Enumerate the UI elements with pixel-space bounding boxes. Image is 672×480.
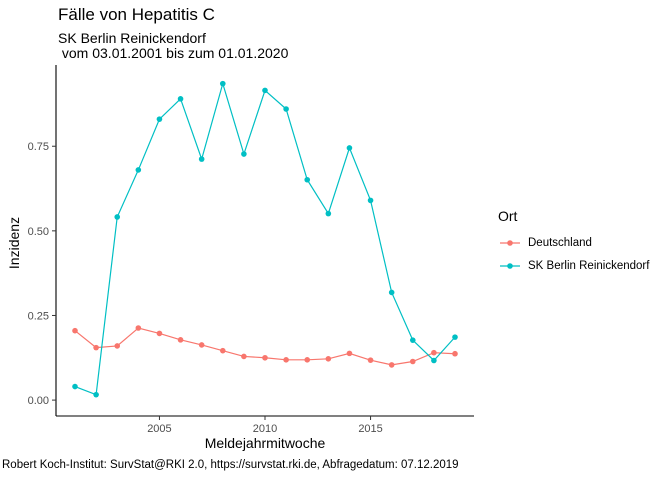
data-point-sk-berlin-reinickendorf xyxy=(177,96,184,102)
data-point-deutschland xyxy=(156,330,163,337)
x-tick-label: 2015 xyxy=(358,423,382,435)
legend-label-deutschland: Deutschland xyxy=(528,237,592,249)
data-point-deutschland xyxy=(304,357,311,363)
data-point-sk-berlin-reinickendorf xyxy=(388,289,395,296)
data-point-deutschland xyxy=(198,342,205,348)
data-point-deutschland xyxy=(72,327,78,334)
data-point-deutschland xyxy=(114,343,121,349)
legend-key-deutschland xyxy=(500,240,520,246)
y-tick-label: 0.50 xyxy=(28,226,49,238)
data-point-sk-berlin-reinickendorf xyxy=(114,214,121,220)
y-tick-label: 0.00 xyxy=(28,395,49,407)
data-point-sk-berlin-reinickendorf xyxy=(262,87,268,94)
data-point-sk-berlin-reinickendorf xyxy=(325,210,332,217)
data-point-sk-berlin-reinickendorf xyxy=(409,337,416,343)
x-tick-label: 2005 xyxy=(147,423,171,435)
legend-title: Ort xyxy=(498,208,518,224)
chart-caption: Robert Koch-Institut: SurvStat@RKI 2.0, … xyxy=(2,459,459,471)
data-point-deutschland xyxy=(177,337,184,343)
legend-label-sk-berlin-reinickendorf: SK Berlin Reinickendorf xyxy=(528,260,650,272)
data-point-deutschland xyxy=(346,350,353,357)
chart-subtitle: SK Berlin Reinickendorf vom 03.01.2001 b… xyxy=(58,30,289,61)
data-point-deutschland xyxy=(367,357,374,363)
data-point-sk-berlin-reinickendorf xyxy=(72,383,78,390)
series-line-sk-berlin-reinickendorf xyxy=(74,81,456,396)
data-point-sk-berlin-reinickendorf xyxy=(198,156,205,162)
data-point-sk-berlin-reinickendorf xyxy=(346,145,353,151)
x-axis-label: Meldejahrmitwoche xyxy=(204,435,326,451)
y-tick-label: 0.75 xyxy=(28,141,49,153)
data-point-deutschland xyxy=(388,362,395,368)
data-point-deutschland xyxy=(241,353,247,360)
legend-key-sk-berlin-reinickendorf xyxy=(500,263,520,269)
x-tick-label: 2010 xyxy=(253,423,277,435)
data-point-deutschland xyxy=(93,344,99,351)
data-point-sk-berlin-reinickendorf xyxy=(367,197,374,204)
data-point-sk-berlin-reinickendorf xyxy=(431,357,437,364)
data-point-sk-berlin-reinickendorf xyxy=(241,151,247,157)
y-axis-label: Inzidenz xyxy=(6,216,22,270)
data-point-deutschland xyxy=(219,347,226,354)
data-point-deutschland xyxy=(262,354,268,361)
data-point-sk-berlin-reinickendorf xyxy=(304,176,311,183)
data-point-sk-berlin-reinickendorf xyxy=(93,391,99,398)
legend-item-deutschland: Deutschland xyxy=(498,233,592,253)
data-point-deutschland xyxy=(325,355,332,362)
data-point-deutschland xyxy=(283,357,289,363)
data-point-sk-berlin-reinickendorf xyxy=(283,106,289,112)
y-tick-label: 0.25 xyxy=(28,310,49,322)
data-point-sk-berlin-reinickendorf xyxy=(135,167,142,173)
chart-title: Fälle von Hepatitis C xyxy=(58,5,215,24)
data-point-sk-berlin-reinickendorf xyxy=(452,334,458,340)
data-point-deutschland xyxy=(452,350,458,357)
data-point-deutschland xyxy=(409,358,416,365)
data-point-sk-berlin-reinickendorf xyxy=(156,116,163,122)
data-point-sk-berlin-reinickendorf xyxy=(219,80,226,87)
data-point-deutschland xyxy=(431,349,437,356)
data-point-deutschland xyxy=(135,325,142,331)
legend-item-sk-berlin-reinickendorf: SK Berlin Reinickendorf xyxy=(498,256,649,276)
